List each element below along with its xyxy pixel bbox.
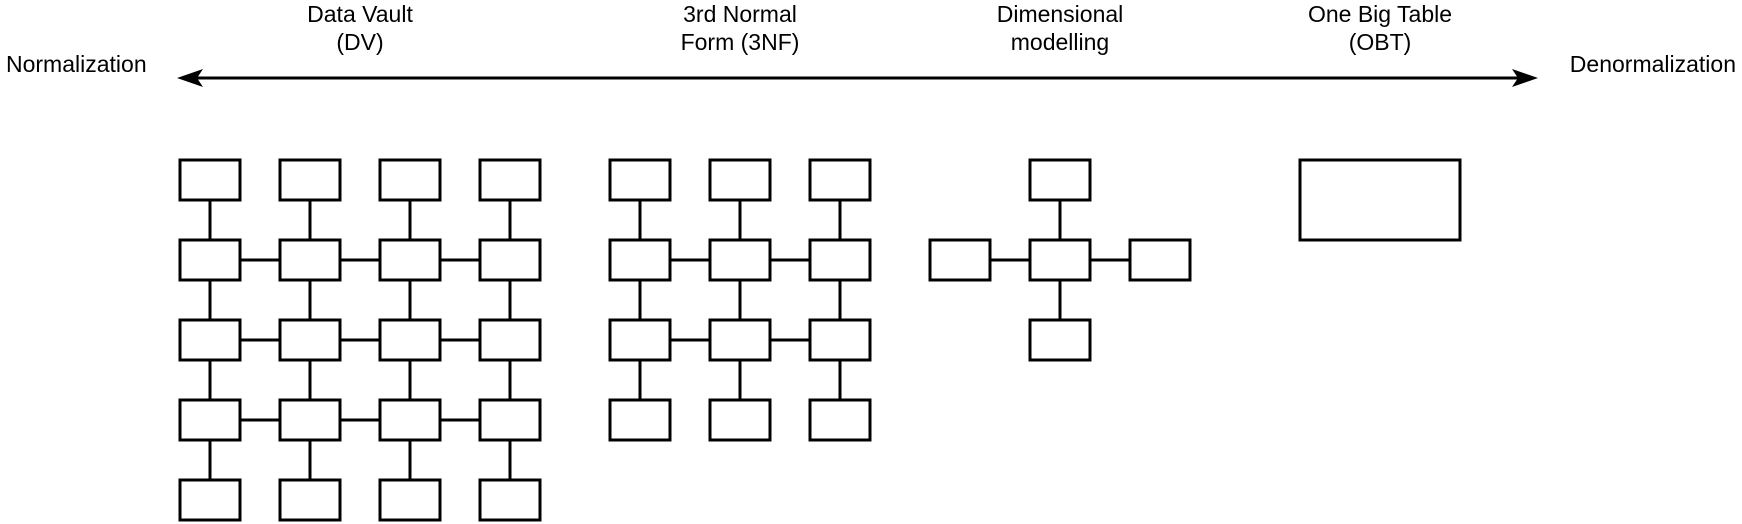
table-box — [278, 478, 342, 522]
table-box — [608, 238, 672, 282]
table-box — [1128, 238, 1192, 282]
table-box — [478, 158, 542, 202]
table-box — [178, 158, 242, 202]
title-line-2: modelling — [1010, 29, 1110, 55]
table-box — [708, 238, 772, 282]
table-box — [178, 398, 242, 442]
table-box — [378, 238, 442, 282]
table-box — [478, 398, 542, 442]
table-box — [1028, 158, 1092, 202]
table-box — [278, 398, 342, 442]
spectrum-arrow — [177, 69, 1538, 87]
table-box — [278, 318, 342, 362]
title-dimensional: Dimensional modelling — [997, 0, 1124, 56]
table-box — [1028, 238, 1092, 282]
table-box — [278, 238, 342, 282]
table-box — [808, 158, 872, 202]
title-line-2: (DV) — [336, 29, 384, 55]
table-box — [608, 318, 672, 362]
title-line-1: 3rd Normal — [683, 1, 797, 27]
table-box — [478, 238, 542, 282]
table-box — [708, 318, 772, 362]
table-box — [378, 318, 442, 362]
title-line-1: Data Vault — [307, 1, 413, 27]
table-box — [478, 478, 542, 522]
table-box — [378, 478, 442, 522]
table-box — [1298, 158, 1462, 242]
table-box — [178, 238, 242, 282]
table-box — [808, 238, 872, 282]
title-line-1: Dimensional — [996, 1, 1124, 27]
table-box — [378, 398, 442, 442]
title-3nf: 3rd Normal Form (3NF) — [681, 0, 800, 56]
table-box — [278, 158, 342, 202]
table-box — [708, 158, 772, 202]
table-box — [928, 238, 992, 282]
diagram-obt — [1298, 158, 1462, 242]
diagram-dimensional — [928, 158, 1192, 362]
normalization-label: Normalization — [6, 51, 147, 77]
table-box — [708, 398, 772, 442]
diagram-data-vault — [178, 158, 542, 522]
arrowhead-left-icon — [177, 69, 203, 87]
title-data-vault: Data Vault (DV) — [307, 0, 413, 56]
table-box — [808, 398, 872, 442]
table-box — [1028, 318, 1092, 362]
table-box — [178, 318, 242, 362]
table-box — [608, 158, 672, 202]
table-box — [478, 318, 542, 362]
table-box — [178, 478, 242, 522]
diagram-3nf — [608, 158, 872, 442]
title-obt: One Big Table (OBT) — [1308, 0, 1452, 56]
table-box — [608, 398, 672, 442]
title-line-2: (OBT) — [1348, 29, 1412, 55]
table-box — [808, 318, 872, 362]
title-line-1: One Big Table — [1307, 1, 1453, 27]
denormalization-label: Denormalization — [1569, 51, 1736, 77]
table-box — [378, 158, 442, 202]
title-line-2: Form (3NF) — [680, 29, 800, 55]
arrowhead-right-icon — [1512, 69, 1538, 87]
